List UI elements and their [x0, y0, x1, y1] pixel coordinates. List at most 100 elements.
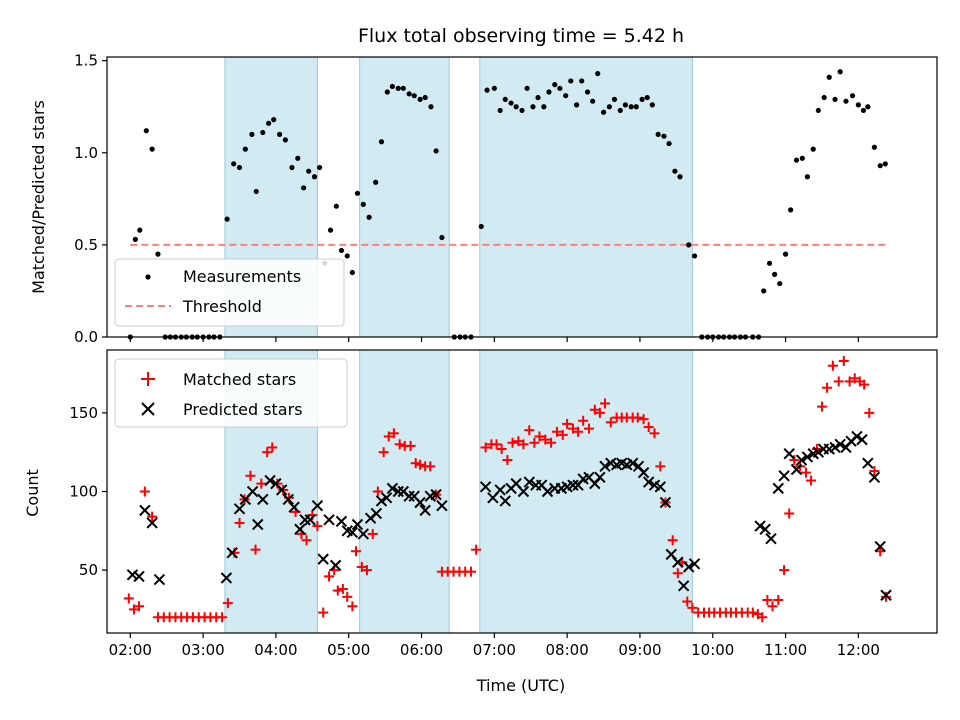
measurement-point: [395, 85, 401, 91]
y-tick-label: 1.5: [74, 52, 98, 70]
x-tick-label: 02:00: [109, 641, 152, 659]
matched-star-point: [534, 431, 545, 442]
matched-star-point: [838, 356, 849, 367]
measurement-point: [276, 131, 283, 137]
measurement-point: [389, 83, 396, 90]
predicted-star-point: [276, 484, 288, 496]
predicted-star-point: [403, 490, 415, 502]
predicted-star-point: [257, 493, 269, 506]
matched-star-point: [351, 546, 361, 557]
matched-star-point: [806, 475, 817, 486]
measurement-point: [821, 94, 827, 101]
predicted-star-point: [778, 470, 790, 482]
predicted-star-point: [829, 441, 841, 454]
x-tick-label: 04:00: [254, 641, 297, 659]
measurements-series: [127, 69, 888, 340]
measurement-point: [563, 93, 569, 99]
matched-star-point: [466, 566, 477, 577]
matched-star-point: [540, 434, 551, 445]
measurement-point: [400, 85, 406, 91]
measurement-point: [502, 96, 508, 102]
matched-star-point: [496, 444, 507, 455]
predicted-star-point: [126, 569, 139, 581]
x-tick-label: 06:00: [400, 641, 443, 659]
legend-label-measurements: Measurements: [183, 267, 301, 286]
x-tick-label: 03:00: [181, 641, 224, 659]
x-tick-label: 08:00: [546, 641, 589, 659]
predicted-star-point: [677, 580, 690, 592]
matched-star-point: [562, 418, 573, 429]
measurement-point: [541, 104, 547, 110]
predicted-star-point: [414, 496, 426, 509]
predicted-star-point: [856, 433, 868, 446]
matched-star-point: [372, 486, 383, 497]
measurement-point: [530, 104, 536, 110]
matched-star-point: [667, 535, 678, 546]
predicted-star-point: [335, 515, 348, 528]
measurement-point: [242, 146, 248, 152]
predicted-star-point: [386, 482, 399, 495]
matched-star-point: [881, 591, 892, 602]
matched-star-point: [789, 455, 800, 466]
plot-frame: [106, 56, 938, 338]
x-axis-ticks: [129, 337, 859, 342]
measurement-point: [649, 102, 655, 108]
measurement-point: [249, 131, 255, 137]
matched-star-point: [518, 439, 529, 450]
y-tick-label: 0.0: [74, 328, 98, 346]
matched-star-point: [471, 544, 482, 555]
measurement-point: [333, 203, 339, 209]
matched-star-point: [367, 528, 378, 539]
predicted-star-point: [795, 454, 808, 466]
measurement-point: [513, 104, 519, 110]
measurement-point: [271, 117, 277, 123]
measurement-point: [349, 269, 355, 276]
matched-star-point: [425, 461, 436, 472]
matched-star-point: [147, 511, 158, 522]
matched-star-point: [256, 478, 267, 489]
predicted-star-point: [541, 485, 554, 498]
y-axis-ticks: 0.0 0.5 1.0 1.5: [74, 52, 107, 346]
legend: Matched stars Predicted stars: [114, 358, 348, 428]
measurement-point: [327, 227, 334, 233]
measurement-point: [871, 144, 877, 150]
predicted-star-point: [351, 518, 364, 531]
matched-star-point: [278, 484, 289, 495]
predicted-star-point: [567, 479, 579, 491]
predicted-star-point: [880, 589, 892, 601]
x-axis-ticks: 02:00 03:00 04:00 05:00 06:00 07:00 08:00 09:00…: [109, 633, 880, 659]
predicted-star-point: [801, 451, 814, 463]
predicted-star-point: [772, 482, 784, 495]
measurement-point: [535, 94, 541, 101]
predicted-star-point: [688, 558, 701, 570]
matched-star-point: [388, 428, 399, 439]
predicted-star-point: [304, 514, 316, 526]
measurement-point: [491, 85, 497, 91]
x-tick-label: 11:00: [764, 641, 807, 659]
matched-star-point: [864, 407, 875, 418]
measurement-point: [655, 131, 661, 137]
measurement-point: [772, 271, 778, 277]
predicted-star-point: [226, 547, 238, 559]
predicted-star-point: [430, 488, 442, 501]
measurement-point: [611, 96, 618, 102]
observing-window-3: [479, 56, 693, 338]
matched-star-point: [507, 437, 518, 448]
predicted-star-point: [851, 430, 863, 443]
predicted-star-point: [637, 466, 650, 479]
matched-star-point: [849, 373, 860, 384]
measurement-point: [143, 128, 149, 134]
x-tick-label: 07:00: [473, 641, 516, 659]
matched-star-point: [502, 455, 513, 466]
measurement-point: [384, 89, 390, 95]
measurement-point: [266, 120, 272, 126]
predicted-star-point: [329, 559, 342, 572]
predicted-star-point: [834, 438, 846, 451]
measurement-point: [832, 96, 838, 102]
measurement-point: [849, 93, 856, 99]
measurement-point: [606, 104, 612, 110]
measurement-point: [417, 96, 423, 102]
measurement-point: [354, 190, 361, 196]
predicted-star-point: [765, 532, 777, 545]
matched-star-point: [128, 604, 139, 615]
